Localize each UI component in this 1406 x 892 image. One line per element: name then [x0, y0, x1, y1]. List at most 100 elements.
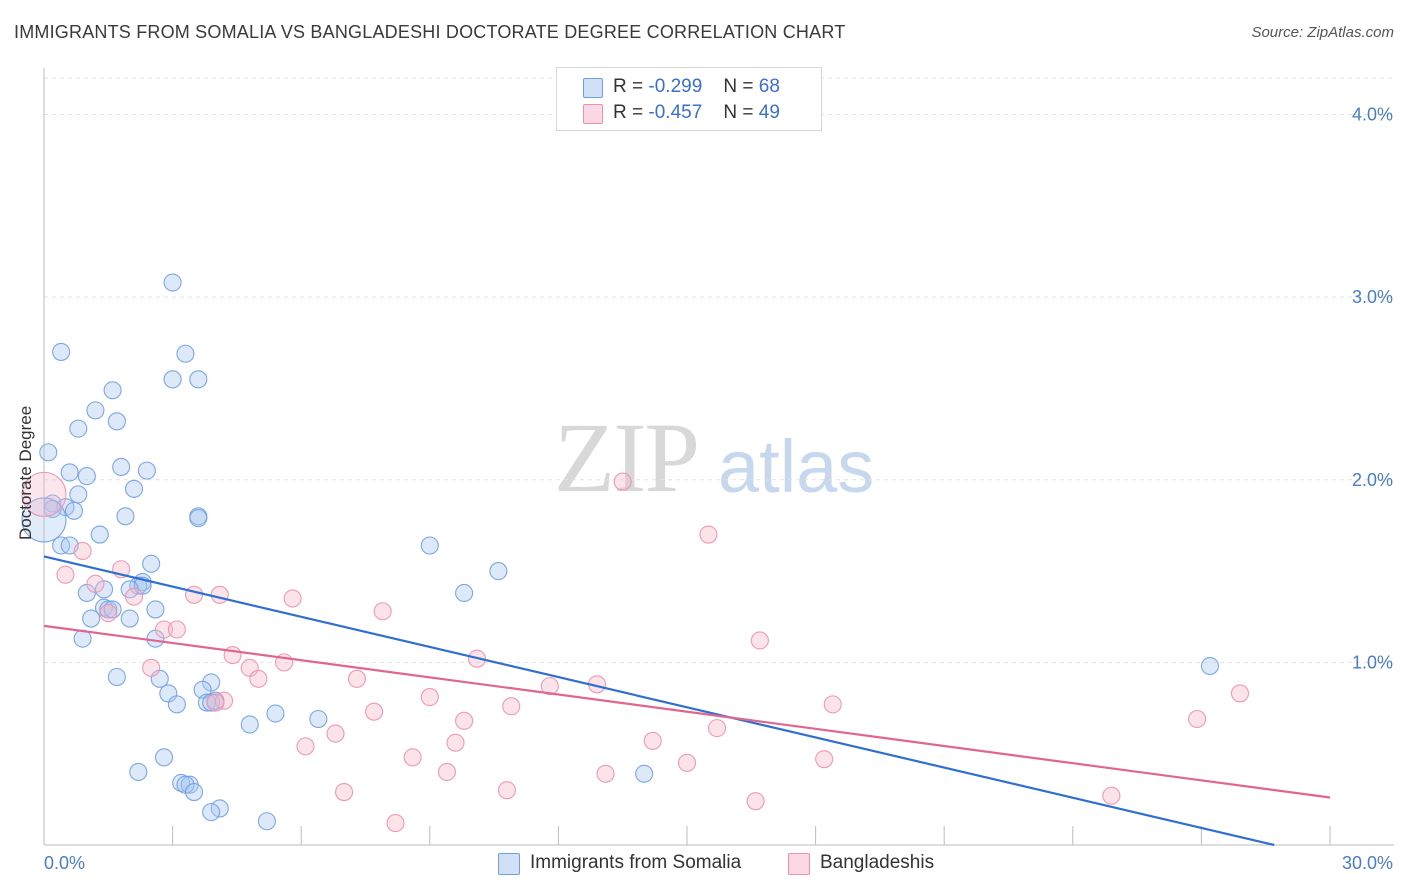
legend-r-label: R =: [613, 102, 644, 123]
bangladeshi-point: [223, 646, 242, 665]
somalia-point: [266, 704, 285, 723]
somalia-point: [69, 419, 88, 438]
somalia-point: [154, 748, 174, 767]
somalia-point: [103, 381, 122, 400]
somalia-point: [86, 401, 105, 420]
somalia-point: [163, 370, 182, 389]
somalia-point: [21, 497, 67, 543]
chart-title: IMMIGRANTS FROM SOMALIA VS BANGLADESHI D…: [14, 22, 846, 42]
somalia-point: [90, 525, 109, 544]
bangladeshi-trend-line: [43, 624, 1331, 799]
bangladeshi-point: [124, 587, 144, 606]
bottom-legend-swatch-bangladeshis: [788, 853, 810, 875]
bangladeshi-point: [497, 781, 517, 800]
bangladeshi-point: [167, 620, 186, 639]
somalia-point: [120, 609, 139, 628]
bangladeshi-point: [373, 602, 392, 621]
somalia-point: [257, 812, 276, 831]
y-axis-label: Doctorate Degree: [16, 405, 35, 540]
bangladeshi-point: [283, 589, 302, 608]
somalia-point: [116, 507, 135, 526]
chart-source: Source: ZipAtlas.com: [1251, 24, 1394, 41]
bangladeshi-point: [707, 719, 727, 738]
bangladeshi-point: [326, 724, 345, 743]
somalia-point: [82, 609, 101, 628]
somalia-trend-line: [43, 555, 1275, 847]
bangladeshi-point: [403, 748, 422, 767]
bangladeshi-point: [1102, 786, 1121, 805]
bangladeshi-point: [502, 697, 521, 716]
somalia-point: [129, 762, 148, 782]
bangladeshi-point: [1188, 709, 1207, 729]
somalia-point: [489, 562, 508, 581]
bangladeshi-point: [365, 702, 384, 721]
legend-r-label: R =: [613, 76, 644, 97]
bottom-legend-swatch-somalia: [498, 853, 520, 875]
somalia-point: [107, 412, 126, 431]
somalia-point: [64, 501, 84, 520]
bangladeshi-point: [210, 585, 229, 604]
somalia-point: [189, 509, 208, 528]
legend-n-label: N =: [723, 76, 754, 97]
x-tick-label: 0.0%: [44, 853, 85, 873]
bangladeshi-point: [455, 711, 474, 730]
somalia-point: [124, 479, 144, 498]
bangladeshi-point: [184, 585, 204, 604]
somalia-point: [167, 695, 186, 714]
y-tick-label: 4.0%: [1352, 105, 1393, 125]
bangladeshi-point: [613, 472, 632, 491]
somalia-point: [112, 457, 131, 477]
somalia-point: [1200, 656, 1220, 676]
somalia-point: [142, 554, 161, 573]
bangladeshi-point: [823, 695, 842, 714]
bangladeshi-point: [750, 631, 769, 650]
bangladeshi-point: [335, 782, 354, 802]
somalia-point: [309, 709, 328, 729]
somalia-point: [202, 803, 221, 822]
somalia-point: [107, 667, 126, 687]
legend-r-value: -0.299: [648, 76, 703, 97]
legend-swatch-bangladeshis: [583, 104, 603, 124]
bangladeshi-point: [142, 658, 161, 677]
bottom-legend-label-somalia: Immigrants from Somalia: [530, 852, 742, 873]
bangladeshi-point: [540, 677, 559, 696]
bangladeshi-point: [21, 471, 67, 517]
legend-n-value: 68: [758, 76, 780, 97]
somalia-point: [189, 370, 208, 389]
bottom-legend-label-bangladeshis: Bangladeshis: [820, 852, 935, 873]
bangladeshi-point: [154, 620, 174, 639]
somalia-point: [146, 600, 165, 619]
bangladeshi-point: [73, 541, 92, 561]
bangladeshi-point: [677, 753, 697, 772]
x-tick-label: 30.0%: [1342, 853, 1393, 873]
bangladeshi-point: [347, 669, 366, 688]
bangladeshi-point: [386, 814, 405, 833]
legend-n-value: 49: [758, 102, 780, 123]
legend-swatch-somalia: [583, 78, 603, 98]
bangladeshi-point: [1230, 684, 1250, 703]
y-tick-label: 3.0%: [1352, 287, 1393, 307]
bangladeshi-point: [596, 764, 615, 783]
somalia-point: [635, 764, 654, 783]
somalia-point: [69, 485, 88, 504]
bangladeshi-point: [446, 733, 465, 752]
correlation-legend: R = -0.299 N = 68 R = -0.457 N = 49: [556, 67, 822, 131]
somalia-point: [137, 461, 156, 480]
somalia-point: [240, 715, 259, 734]
bangladeshi-point: [420, 688, 439, 707]
somalia-point: [77, 467, 96, 486]
bangladeshi-point: [86, 574, 105, 593]
legend-r-value: -0.457: [648, 102, 703, 123]
watermark-zip: ZIP: [554, 402, 700, 513]
somalia-point: [52, 342, 71, 361]
bangladeshi-point: [206, 693, 225, 712]
somalia-point: [420, 536, 439, 555]
somalia-point: [39, 443, 58, 462]
bangladeshi-point: [99, 604, 118, 623]
bangladeshi-point: [643, 731, 662, 750]
somalia-point: [163, 273, 182, 292]
legend-n-label: N =: [723, 102, 754, 123]
bangladeshi-point: [56, 565, 75, 584]
bangladeshi-point: [296, 737, 315, 756]
